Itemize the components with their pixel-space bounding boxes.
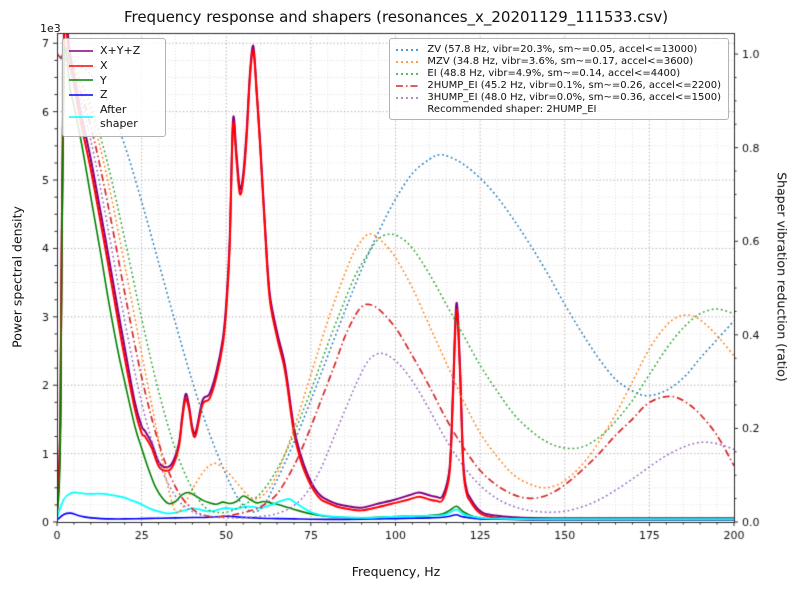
legend-label-zv: ZV (57.8 Hz, vibr=20.3%, sm~=0.05, accel… (427, 44, 698, 55)
legend-label-x: X (100, 58, 108, 72)
legend-label-x-y-z: X+Y+Z (100, 44, 141, 57)
legend-label-2hump-ei: 2HUMP_EI (45.2 Hz, vibr=0.1%, sm~=0.26, … (427, 80, 721, 91)
mzv-line-swatch-icon (396, 60, 421, 63)
after-shaper-line-swatch-icon (69, 115, 93, 118)
legend-item-mzv: MZV (34.8 Hz, vibr=3.6%, sm~=0.17, accel… (395, 56, 721, 67)
y-right-axis-label: Shaper vibration reduction (ratio) (774, 172, 790, 382)
chart-title: Frequency response and shapers (resonanc… (123, 8, 669, 26)
legend-item-2hump-ei: 2HUMP_EI (45.2 Hz, vibr=0.1%, sm~=0.26, … (395, 80, 721, 91)
legend-label-z: Z (100, 88, 108, 102)
x-line-swatch-icon (69, 64, 93, 67)
legend-shapers: ZV (57.8 Hz, vibr=20.3%, sm~=0.05, accel… (389, 38, 729, 120)
recommended-shaper-note: Recommended shaper: 2HUMP_EI (427, 104, 597, 115)
ei-line-swatch-icon (396, 72, 421, 75)
2hump-ei-line-swatch-icon (396, 84, 421, 87)
legend-item-x-y-z: X+Y+Z (68, 44, 158, 58)
y-left-axis-label: Power spectral density (9, 206, 25, 348)
z-line-swatch-icon (69, 94, 93, 96)
legend-item-ei: EI (48.8 Hz, vibr=4.9%, sm~=0.14, accel<… (395, 68, 721, 79)
x-axis-label: Frequency, Hz (351, 564, 441, 579)
legend-psd: X+Y+Z X Y Z After shaper (62, 38, 166, 137)
legend-item-after-shaper: After shaper (68, 103, 158, 131)
legend-label-3hump-ei: 3HUMP_EI (48.0 Hz, vibr=0.0%, sm~=0.36, … (427, 92, 721, 103)
legend-label-ei: EI (48.8 Hz, vibr=4.9%, sm~=0.14, accel<… (427, 68, 681, 79)
legend-label-y: Y (100, 73, 107, 87)
legend-item-3hump-ei: 3HUMP_EI (48.0 Hz, vibr=0.0%, sm~=0.36, … (395, 92, 721, 103)
y-left-offset-text: 1e3 (40, 22, 61, 35)
legend-item-zv: ZV (57.8 Hz, vibr=20.3%, sm~=0.05, accel… (395, 44, 721, 55)
zv-line-swatch-icon (396, 48, 421, 51)
legend-item-x: X (68, 59, 158, 73)
3hump-ei-line-swatch-icon (396, 96, 421, 99)
y-line-swatch-icon (69, 79, 93, 82)
legend-label-after-shaper: After shaper (100, 103, 138, 130)
legend-item-z: Z (68, 88, 158, 102)
legend-item-y: Y (68, 74, 158, 88)
x-y-z-line-swatch-icon (69, 50, 93, 52)
legend-label-mzv: MZV (34.8 Hz, vibr=3.6%, sm~=0.17, accel… (427, 56, 694, 67)
